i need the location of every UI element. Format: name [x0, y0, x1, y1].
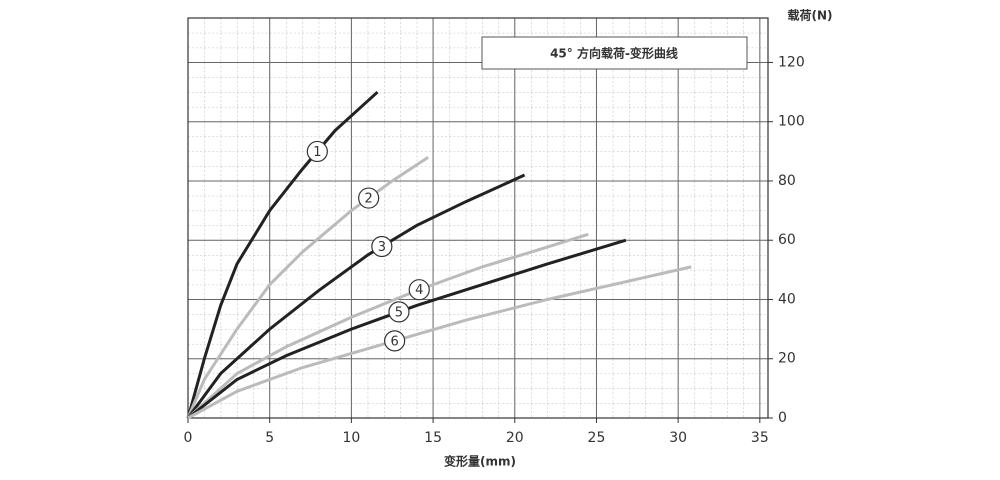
y-tick-label: 0 — [778, 410, 787, 426]
y-tick-label: 120 — [778, 54, 805, 70]
series-line — [186, 232, 589, 420]
x-tick-label: 15 — [424, 430, 442, 446]
series-label-circle — [388, 301, 410, 323]
x-tick-label: 30 — [669, 430, 687, 446]
series-line — [186, 156, 429, 419]
series-label-circle — [408, 279, 430, 301]
y-tick-label: 20 — [778, 351, 796, 367]
y-tick-label: 60 — [778, 232, 796, 248]
x-tick-label: 0 — [184, 430, 193, 446]
y-tick-label: 80 — [778, 173, 796, 189]
series-label-circle — [371, 235, 393, 258]
x-tick-label: 25 — [588, 430, 606, 446]
chart-title: 45° 方向载荷-变形曲线 — [550, 46, 678, 61]
plot-frame — [187, 17, 769, 419]
y-tick-label: 100 — [778, 114, 805, 130]
series-line — [187, 265, 692, 420]
series-label-circle — [358, 187, 380, 209]
title-box — [481, 36, 748, 70]
x-tick-label: 35 — [751, 430, 769, 446]
x-axis-label: 变形量(mm) — [444, 454, 516, 469]
x-tick-label: 10 — [342, 430, 360, 446]
x-tick-label: 5 — [265, 430, 274, 446]
series-line — [186, 173, 526, 419]
series-label: 2 — [365, 192, 373, 207]
series-label: 6 — [391, 334, 399, 349]
series-label-circle — [306, 140, 328, 163]
y-axis-label: 载荷(N) — [787, 8, 832, 23]
y-tick-label: 40 — [778, 291, 796, 307]
series-label-circle — [384, 330, 406, 352]
series-line — [186, 90, 379, 419]
series-line — [187, 238, 627, 420]
series-label: 1 — [313, 145, 321, 160]
x-tick-label: 20 — [506, 430, 524, 446]
series-label: 3 — [378, 240, 386, 255]
series-label: 4 — [415, 283, 423, 298]
series-label: 5 — [395, 305, 403, 320]
minor-grid-area — [188, 18, 768, 418]
